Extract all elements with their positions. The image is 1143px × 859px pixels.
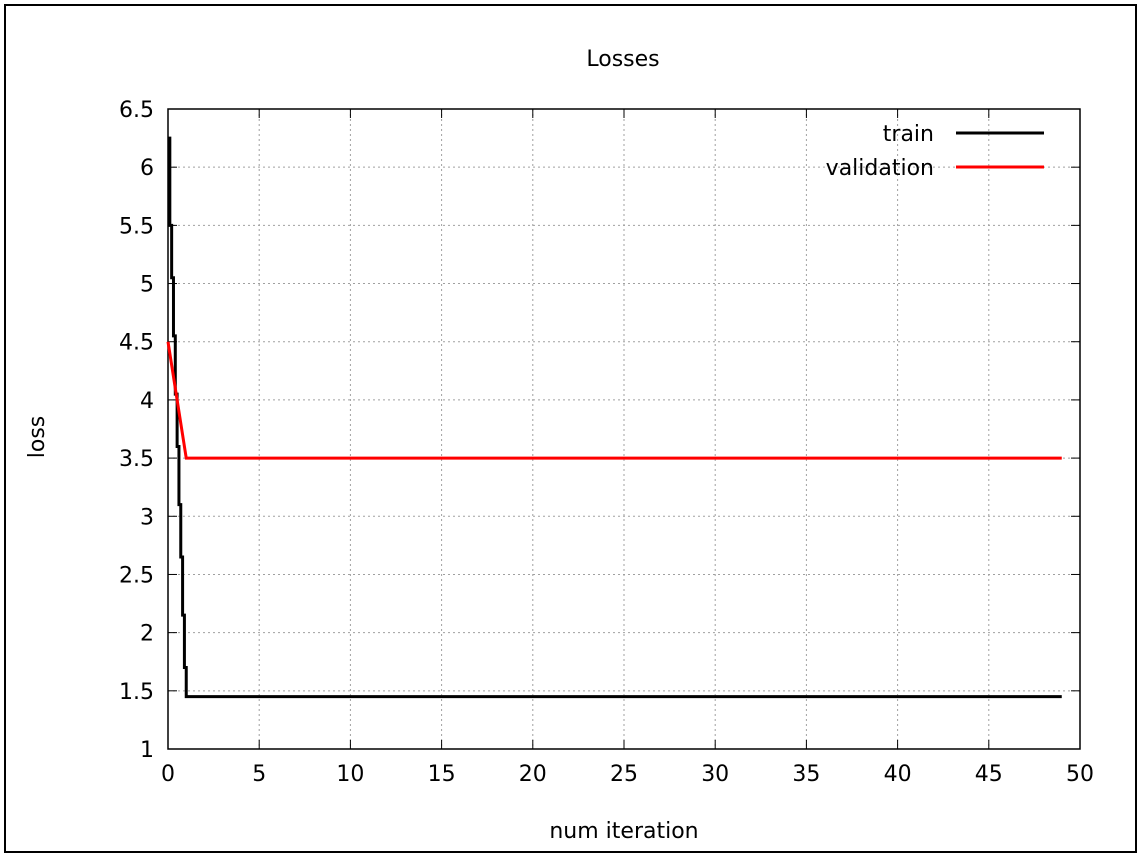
legend-label-train: train: [883, 122, 934, 147]
y-tick-label: 1.5: [119, 680, 154, 705]
line-chart: 0 5 10 15 20 25 30 35 40 45 50 1 1.5 2 2.5 3 3.5 4 4.5 5 5.5…: [25, 47, 1094, 844]
y-tick-label: 2: [140, 622, 154, 647]
x-axis-label: num iteration: [549, 819, 698, 844]
x-tick-label: 45: [975, 762, 1003, 787]
series-line-train: [168, 136, 1062, 699]
y-axis-label: loss: [25, 416, 50, 459]
legend: train validation: [826, 122, 1044, 181]
x-tick-label: 50: [1066, 762, 1094, 787]
y-tick-label: 5.5: [119, 214, 154, 239]
series-line-validation: [166, 341, 1062, 460]
y-tick-label: 6.5: [119, 98, 154, 123]
y-tick-label: 2.5: [119, 563, 154, 588]
plot-area-border: [167, 108, 1081, 750]
x-tick-label: 5: [252, 762, 266, 787]
legend-label-validation: validation: [826, 156, 934, 181]
axis-ticks: 0 5 10 15 20 25 30 35 40 45 50 1 1.5 2 2.5 3 3.5 4 4.5 5 5.5…: [119, 98, 1094, 787]
x-tick-label: 20: [519, 762, 547, 787]
x-tick-label: 15: [428, 762, 456, 787]
x-tick-label: 0: [161, 762, 175, 787]
y-tick-label: 3: [140, 505, 154, 530]
x-tick-label: 30: [701, 762, 729, 787]
series-lines: [166, 136, 1062, 699]
y-tick-label: 6: [140, 156, 154, 181]
chart-frame: 0 5 10 15 20 25 30 35 40 45 50 1 1.5 2 2.5 3 3.5 4 4.5 5 5.5…: [4, 4, 1137, 853]
x-tick-label: 10: [336, 762, 364, 787]
y-tick-label: 1: [140, 738, 154, 763]
y-tick-label: 4.5: [119, 331, 154, 356]
x-tick-label: 40: [884, 762, 912, 787]
grid-lines: [168, 109, 1080, 749]
y-tick-label: 5: [140, 273, 154, 298]
chart-title: Losses: [586, 47, 659, 72]
y-tick-label: 3.5: [119, 447, 154, 472]
x-tick-label: 25: [610, 762, 638, 787]
y-tick-label: 4: [140, 389, 154, 414]
x-tick-label: 35: [792, 762, 820, 787]
